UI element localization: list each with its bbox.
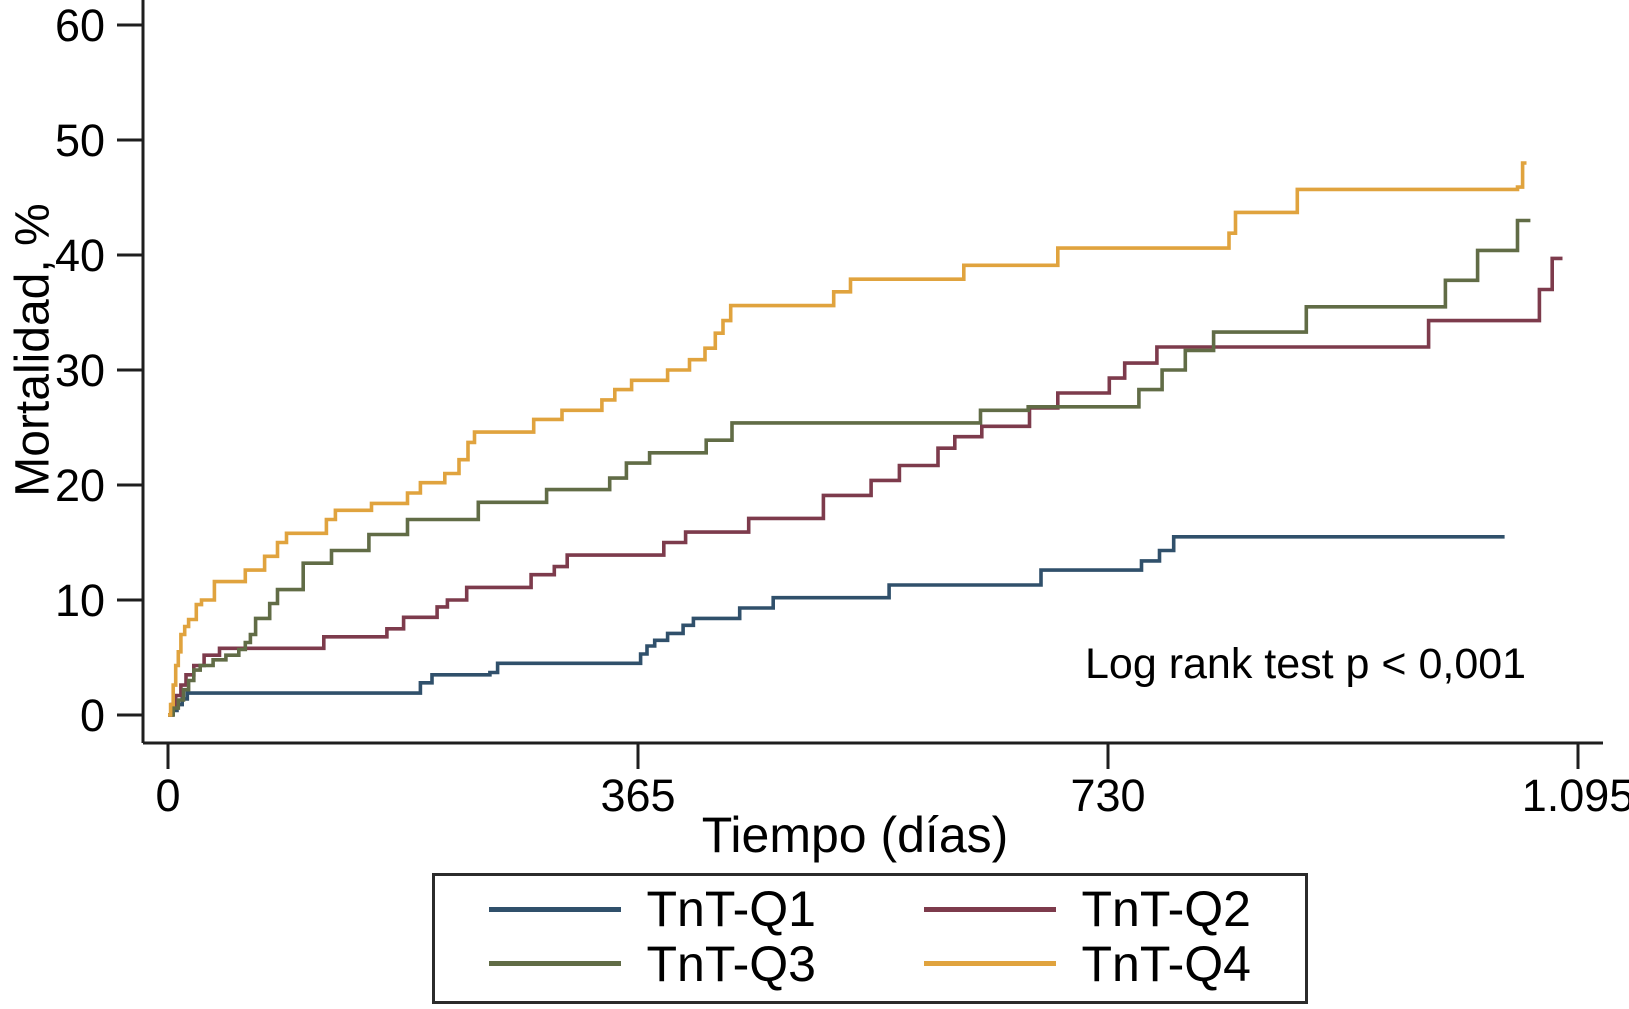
y-tick-label-60: 60 (55, 0, 105, 51)
axes-group (117, 0, 1603, 769)
y-tick-label-10: 10 (55, 575, 105, 626)
series-curve-TnT-Q1 (168, 535, 1505, 717)
legend-item-TnT-Q1: TnT-Q1 (435, 884, 870, 934)
x-tick-label-365: 365 (600, 770, 675, 821)
series-curve-TnT-Q4 (168, 161, 1527, 717)
y-tick-label-50: 50 (55, 115, 105, 166)
legend-label-TnT-Q2: TnT-Q2 (1081, 881, 1251, 938)
legend-label-TnT-Q1: TnT-Q1 (646, 881, 816, 938)
x-axis-title: Tiempo (días) (701, 807, 1009, 863)
legend-item-TnT-Q4: TnT-Q4 (870, 939, 1305, 989)
legend-label-TnT-Q3: TnT-Q3 (646, 935, 816, 992)
legend-item-TnT-Q3: TnT-Q3 (435, 939, 870, 989)
series-curve-TnT-Q3 (168, 218, 1531, 717)
legend-swatch-TnT-Q1 (488, 906, 621, 912)
y-tick-label-20: 20 (55, 460, 105, 511)
y-tick-label-0: 0 (80, 690, 105, 741)
series-curve-TnT-Q2 (168, 256, 1563, 717)
y-tick-label-30: 30 (55, 345, 105, 396)
legend-box: TnT-Q1 TnT-Q2 TnT-Q3 TnT-Q4 (432, 873, 1308, 1004)
legend-item-TnT-Q2: TnT-Q2 (870, 884, 1305, 934)
series-group (168, 161, 1563, 717)
legend-swatch-TnT-Q3 (488, 961, 621, 967)
tick-labels-group: 0 10 20 30 40 50 60 0 365 730 1.095 (55, 0, 1629, 821)
legend-label-TnT-Q4: TnT-Q4 (1081, 935, 1251, 992)
x-tick-label-730: 730 (1070, 770, 1145, 821)
legend-swatch-TnT-Q2 (923, 906, 1056, 912)
x-tick-label-0: 0 (155, 770, 180, 821)
log-rank-annotation: Log rank test p < 0,001 (1085, 640, 1527, 688)
legend-swatch-TnT-Q4 (923, 961, 1056, 967)
y-tick-label-40: 40 (55, 230, 105, 281)
y-axis-title: Mortalidad, % (6, 203, 60, 497)
x-tick-label-1.095: 1.095 (1522, 770, 1629, 821)
